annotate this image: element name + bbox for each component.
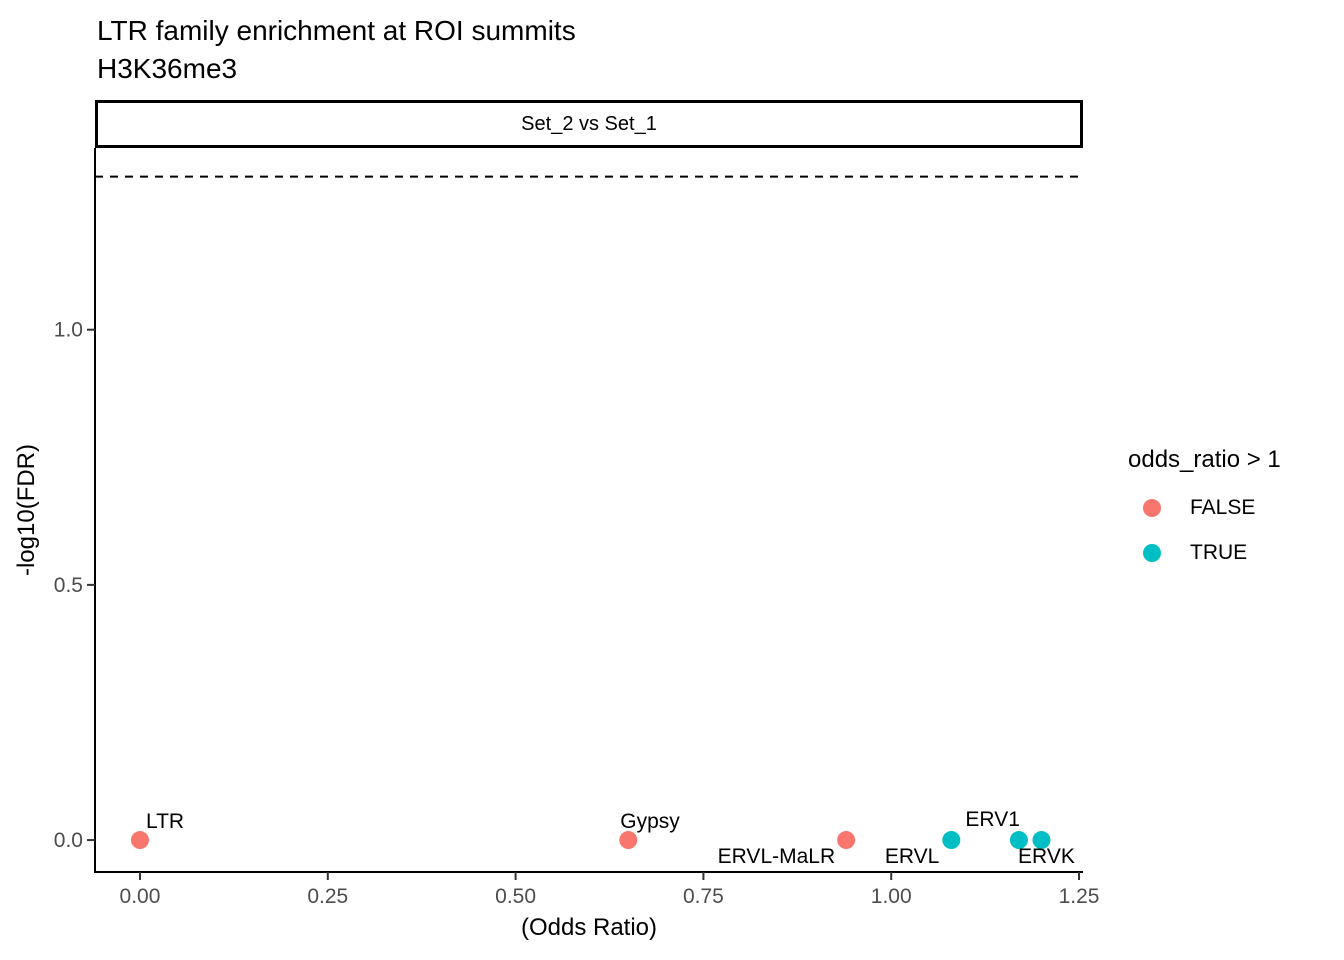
x-tick-label: 1.25 — [1059, 885, 1100, 908]
x-tick-label: 1.00 — [871, 885, 912, 908]
point-label-ERVL-MaLR: ERVL-MaLR — [718, 845, 836, 868]
legend-title: odds_ratio > 1 — [1128, 446, 1281, 473]
legend-item-false: FALSE — [1128, 490, 1281, 526]
point-label-ERV1: ERV1 — [965, 808, 1019, 831]
data-point-ERV1 — [1009, 831, 1028, 850]
x-axis-title: (Odds Ratio) — [520, 914, 658, 941]
point-label-ERVK: ERVK — [1018, 845, 1075, 868]
legend-item-label: TRUE — [1190, 541, 1248, 564]
y-axis-title: -log10(FDR) — [13, 443, 40, 577]
legend: odds_ratio > 1 FALSE TRUE — [1128, 446, 1281, 571]
chart-title: LTR family enrichment at ROI summits — [97, 15, 576, 46]
legend-swatch-true-icon — [1143, 544, 1161, 562]
facet-strip-label: Set_2 vs Set_1 — [521, 112, 657, 135]
legend-item-true: TRUE — [1128, 535, 1281, 571]
point-label-ERVL: ERVL — [885, 845, 939, 868]
title-block: LTR family enrichment at ROI summits H3K… — [97, 12, 576, 88]
data-point-Gypsy — [619, 831, 638, 850]
x-tick-label: 0.75 — [683, 885, 724, 908]
x-tick-label: 0.25 — [307, 885, 348, 908]
y-tick-label: 0.5 — [54, 574, 83, 597]
x-tick-label: 0.00 — [120, 885, 161, 908]
data-point-ERVK — [1032, 831, 1051, 850]
data-point-LTR — [130, 831, 149, 850]
data-point-ERVL-MaLR — [837, 831, 856, 850]
facet-strip: Set_2 vs Set_1 — [95, 100, 1083, 148]
point-label-Gypsy: Gypsy — [620, 810, 680, 833]
chart-subtitle: H3K36me3 — [97, 53, 238, 84]
y-tick-label: 1.0 — [54, 319, 83, 342]
point-label-LTR: LTR — [146, 810, 184, 833]
x-tick-label: 0.50 — [495, 885, 536, 908]
y-tick-label: 0.0 — [54, 829, 83, 852]
legend-item-label: FALSE — [1190, 496, 1256, 519]
data-point-ERVL — [942, 831, 961, 850]
legend-swatch-false-icon — [1143, 499, 1161, 517]
